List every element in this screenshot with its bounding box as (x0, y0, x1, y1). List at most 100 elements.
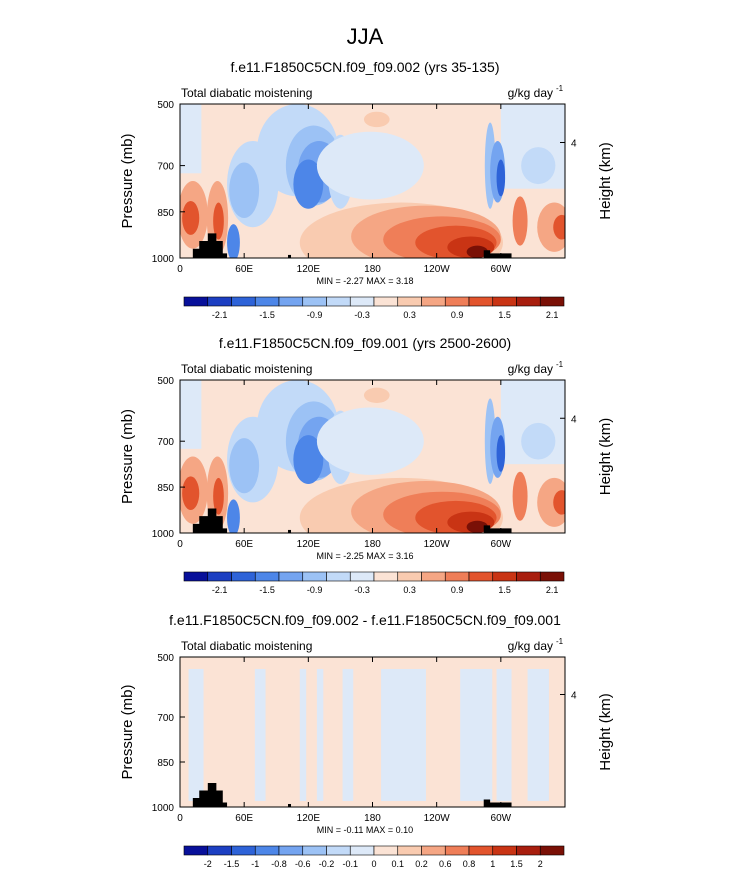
colorbar-box (421, 571, 446, 582)
colorbar-label: 0 (371, 859, 376, 869)
colorbar-box (373, 571, 399, 582)
stats-label: MIN = -2.25 MAX = 3.16 (316, 551, 413, 561)
colorbar-box (516, 296, 541, 307)
colorbar-box (492, 571, 517, 582)
panel-title: f.e11.F1850C5CN.f09_f09.002 - f.e11.F185… (169, 612, 561, 628)
colorbar-box (231, 296, 256, 307)
colorbar-box (444, 571, 470, 582)
left-string: Total diabatic moistening (181, 639, 312, 653)
y-tick-label: 850 (157, 208, 174, 219)
positive-blob-26 (553, 490, 565, 515)
positive-blob-25 (537, 477, 565, 527)
positive-blob-19 (466, 245, 488, 258)
positive-blob-27 (363, 387, 390, 403)
positive-blob-24 (512, 471, 528, 521)
colorbar-box (302, 296, 327, 307)
colorbar-label: 2.1 (546, 310, 559, 320)
colorbar-box (421, 845, 446, 856)
colorbar-box (349, 571, 375, 582)
land-mask-island (288, 529, 292, 533)
plot-area (180, 657, 565, 807)
colorbar-box (254, 845, 280, 856)
y-axis-label: Pressure (mb) (119, 133, 136, 228)
x-tick-label: 120W (424, 539, 451, 550)
negative-blob-7 (229, 438, 260, 494)
colorbar-box (278, 845, 304, 856)
colorbar-box (539, 296, 565, 307)
figure-title: JJA (347, 24, 384, 49)
colorbar-label: -1.5 (224, 859, 240, 869)
colorbar-label: 0.6 (439, 859, 452, 869)
x-tick-label: 120E (297, 539, 321, 550)
negative-blob-12 (496, 159, 506, 197)
positive-blob-23 (213, 202, 224, 240)
units-label: g/kg day (508, 362, 553, 376)
plot-area (180, 380, 565, 533)
colorbar-box (492, 845, 517, 856)
positive-blob-25 (537, 202, 565, 252)
positive-blob-24 (512, 196, 528, 246)
positive-blob-21 (182, 476, 200, 511)
colorbar-label: 0.2 (415, 859, 428, 869)
colorbar-box (326, 296, 351, 307)
negative-band-9 (527, 669, 549, 801)
negative-blob-8 (227, 499, 240, 533)
colorbar-box (539, 845, 565, 856)
colorbar-box (326, 845, 351, 856)
x-tick-label: 60W (491, 264, 512, 275)
colorbar-label: -0.3 (354, 310, 370, 320)
stats-label: MIN = -2.27 MAX = 3.18 (316, 276, 413, 286)
colorbar-box (183, 296, 209, 307)
colorbar-label: 1.5 (498, 585, 511, 595)
colorbar-box (468, 845, 494, 856)
colorbar-label: 0.8 (463, 859, 476, 869)
units-label: g/kg day (508, 86, 553, 100)
colorbar-label: 1.5 (510, 859, 523, 869)
y-tick-label: 700 (157, 713, 174, 724)
colorbar-box (254, 296, 280, 307)
y-tick-label: 500 (157, 100, 174, 111)
y-axis-label-right: Height (km) (597, 142, 614, 220)
colorbar-label: -1.5 (259, 585, 275, 595)
colorbar-box (207, 571, 232, 582)
negative-blob-13 (521, 147, 556, 185)
colorbar-label: -1 (251, 859, 259, 869)
x-tick-label: 180 (364, 264, 381, 275)
colorbar-label: -0.9 (307, 310, 323, 320)
land-mask-americas (483, 250, 512, 258)
field-region-upper-left (180, 380, 202, 449)
units-exponent: -1 (556, 637, 564, 646)
negative-blob-7 (229, 162, 260, 218)
colorbar-label: 0.9 (451, 310, 464, 320)
colorbar-label: -0.8 (271, 859, 287, 869)
colorbar-label: -0.6 (295, 859, 311, 869)
land-mask-island (288, 254, 292, 258)
negative-blob-4 (293, 435, 324, 485)
colorbar-box (373, 845, 399, 856)
x-tick-label: 120E (297, 813, 321, 824)
colorbar-box (349, 845, 375, 856)
colorbar-box (492, 296, 517, 307)
y-tick-label: 500 (157, 653, 174, 664)
colorbar-box (254, 571, 280, 582)
colorbar-label: -2.1 (212, 585, 228, 595)
x-tick-label: 180 (364, 539, 381, 550)
negative-band-7 (460, 669, 493, 801)
negative-blob-4 (293, 159, 324, 209)
colorbar-box (397, 571, 422, 582)
positive-blob-21 (182, 201, 200, 235)
y-tick-label: 700 (157, 437, 174, 448)
colorbar-label: -0.2 (319, 859, 335, 869)
colorbar-label: -0.9 (307, 585, 323, 595)
colorbar-label: -2.1 (212, 310, 228, 320)
colorbar-box (207, 296, 232, 307)
x-tick-label: 60E (235, 539, 253, 550)
negative-band-4 (316, 669, 324, 801)
negative-blob-9 (316, 407, 424, 475)
panel-2: 0 60E 120E 180 120W 60W 500 700 850 1000 4 Pressure… (119, 335, 614, 595)
negative-band-1 (188, 669, 204, 801)
y-right-tick-label: 4 (571, 414, 577, 425)
negative-blob-9 (316, 131, 424, 200)
colorbar-label: 2 (538, 859, 543, 869)
